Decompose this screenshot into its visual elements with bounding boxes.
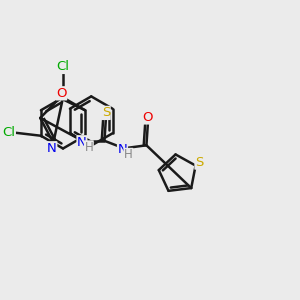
- Text: N: N: [77, 136, 87, 149]
- Text: N: N: [47, 142, 57, 155]
- Text: S: S: [195, 156, 203, 169]
- Text: Cl: Cl: [2, 126, 15, 139]
- Text: Cl: Cl: [56, 60, 70, 74]
- Text: O: O: [56, 87, 67, 100]
- Text: O: O: [143, 111, 153, 124]
- Text: H: H: [85, 141, 93, 154]
- Text: S: S: [102, 106, 110, 119]
- Text: H: H: [124, 148, 133, 161]
- Text: N: N: [118, 143, 127, 156]
